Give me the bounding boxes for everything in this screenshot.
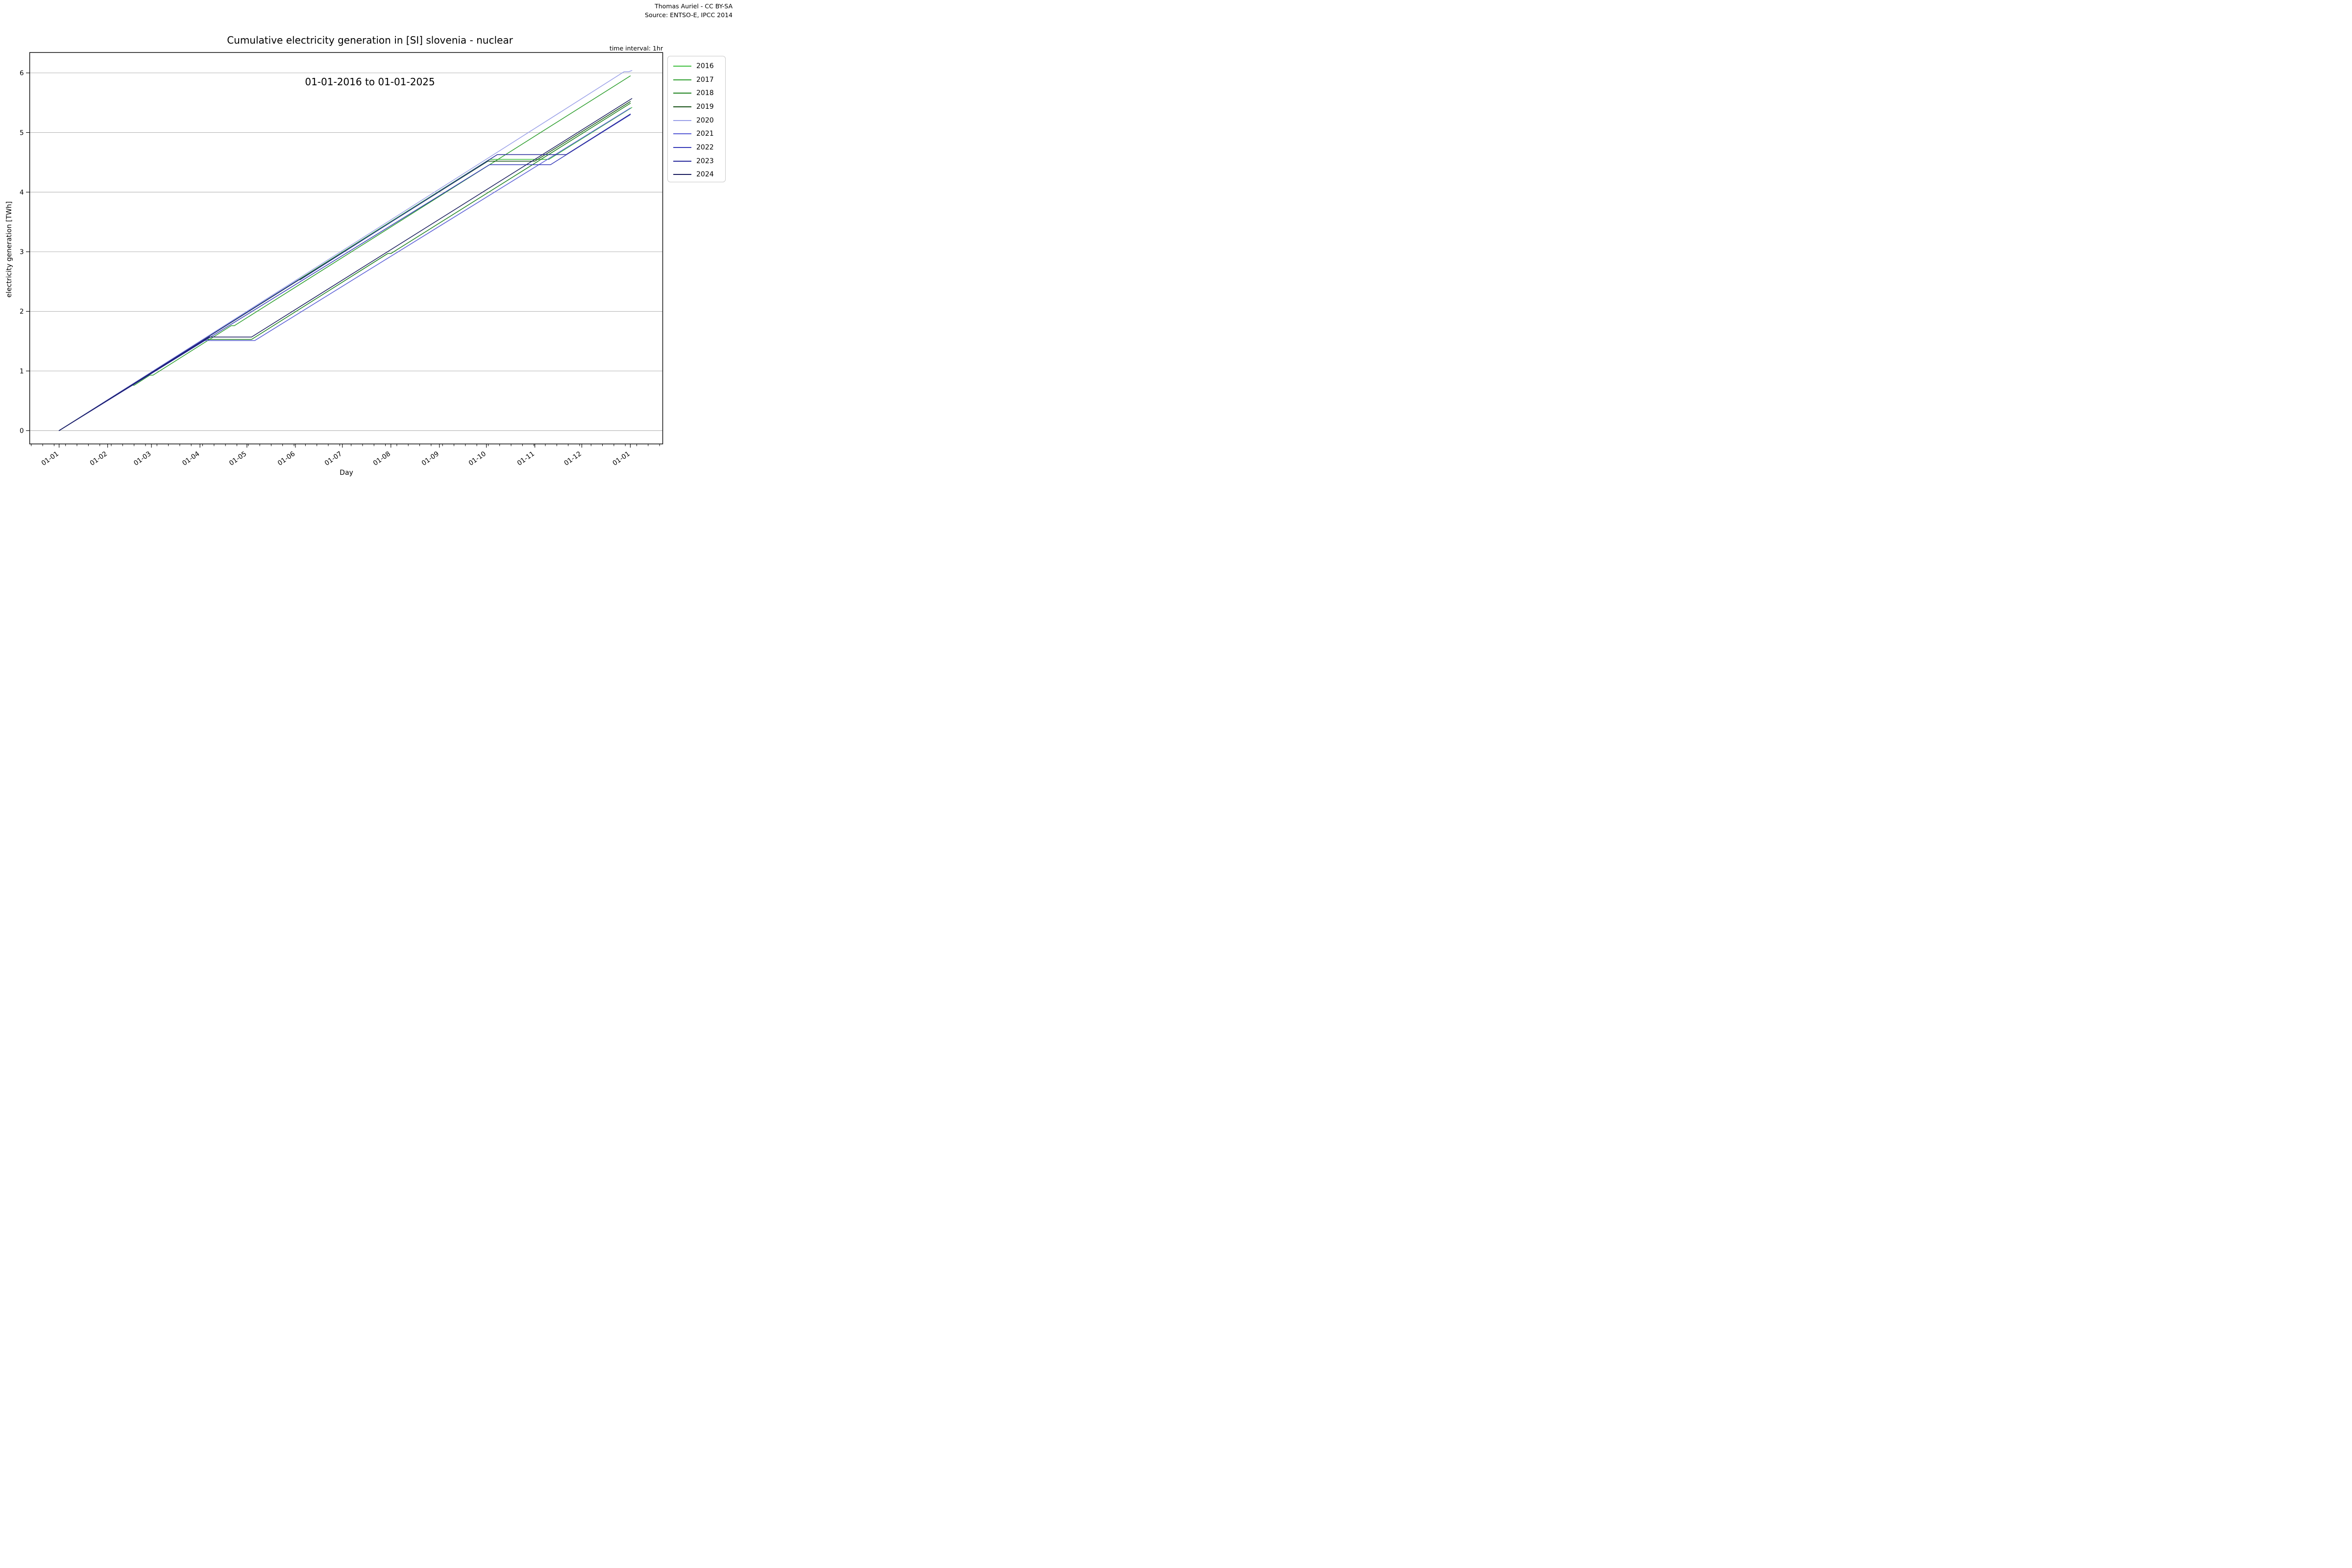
x-tick-label: 01-01 xyxy=(611,450,631,467)
chart-title-line2: 01-01-2016 to 01-01-2025 xyxy=(305,75,435,88)
chart-title: Cumulative electricity generation in [SI… xyxy=(5,5,735,117)
y-tick-label: 3 xyxy=(20,248,24,256)
legend-label: 2021 xyxy=(696,130,714,138)
x-tick-label: 01-03 xyxy=(132,450,152,467)
legend-label: 2024 xyxy=(696,171,714,179)
legend-line-swatch xyxy=(673,133,691,135)
legend-line-swatch xyxy=(673,147,691,148)
legend-line-swatch xyxy=(673,93,691,94)
y-tick-label: 1 xyxy=(20,368,24,375)
legend-label: 2022 xyxy=(696,143,714,151)
legend-label: 2017 xyxy=(696,75,714,84)
series-line-2024 xyxy=(58,98,633,431)
y-tick-label: 5 xyxy=(20,129,24,137)
series-line-2019 xyxy=(58,101,631,431)
legend-label: 2019 xyxy=(696,102,714,111)
x-tick-label: 01-04 xyxy=(181,450,201,467)
x-tick-label: 01-12 xyxy=(563,450,583,467)
time-interval-label: time interval: 1hr xyxy=(609,45,663,52)
attribution: Thomas Auriel - CC BY-SA Source: ENTSO-E… xyxy=(645,2,733,20)
legend-label: 2018 xyxy=(696,89,714,98)
x-tick-label: 01-05 xyxy=(228,450,248,467)
chart-title-line1: Cumulative electricity generation in [SI… xyxy=(227,34,513,46)
legend-line-swatch xyxy=(673,106,691,107)
x-tick-label: 01-07 xyxy=(323,450,343,467)
attribution-author: Thomas Auriel - CC BY-SA xyxy=(655,2,733,10)
legend: 2016 2017 2018 2019 2020 2021 2022 2023 2024 xyxy=(667,56,726,182)
series-line-2018 xyxy=(58,103,631,431)
x-tick-label: 01-01 xyxy=(40,450,60,467)
x-tick-label: 01-09 xyxy=(420,450,441,467)
y-tick-label: 6 xyxy=(20,70,24,77)
x-tick-label: 01-10 xyxy=(467,450,488,467)
legend-entry-2022: 2022 xyxy=(673,141,725,154)
x-tick-label: 01-02 xyxy=(89,450,109,467)
legend-line-swatch xyxy=(673,160,691,162)
y-axis-label: electricity generation [TWh] xyxy=(5,201,13,298)
legend-line-swatch xyxy=(673,65,691,67)
legend-label: 2016 xyxy=(696,62,714,70)
legend-entry-2018: 2018 xyxy=(673,86,725,100)
figure: 01-01 01-02 01-03 01-04 01-05 01-06 01-07 01-08… xyxy=(0,0,735,490)
legend-line-swatch xyxy=(673,79,691,80)
legend-entry-2020: 2020 xyxy=(673,114,725,127)
series-line-2020 xyxy=(58,70,633,431)
legend-line-swatch xyxy=(673,120,691,121)
x-axis-label: Day xyxy=(340,469,353,477)
legend-line-swatch xyxy=(673,174,691,175)
plot-area: 01-01 01-02 01-03 01-04 01-05 01-06 01-07 01-08… xyxy=(20,52,663,467)
y-tick-label: 0 xyxy=(20,427,24,435)
y-tick-label: 4 xyxy=(20,189,24,196)
x-tick-label: 01-08 xyxy=(372,450,392,467)
series-line-2022 xyxy=(58,114,631,431)
series-line-2023 xyxy=(58,114,631,431)
axes-spines xyxy=(29,52,663,444)
legend-entry-2019: 2019 xyxy=(673,100,725,114)
attribution-source: Source: ENTSO-E, IPCC 2014 xyxy=(645,11,733,19)
legend-entry-2023: 2023 xyxy=(673,154,725,168)
legend-entry-2024: 2024 xyxy=(673,168,725,182)
legend-entry-2017: 2017 xyxy=(673,73,725,87)
legend-entry-2021: 2021 xyxy=(673,127,725,141)
legend-label: 2023 xyxy=(696,157,714,165)
series-line-2021 xyxy=(58,107,631,431)
legend-label: 2020 xyxy=(696,116,714,124)
y-tick-label: 2 xyxy=(20,308,24,316)
x-tick-label: 01-06 xyxy=(276,450,296,467)
legend-entry-2016: 2016 xyxy=(673,59,725,73)
x-tick-label: 01-11 xyxy=(516,450,536,467)
